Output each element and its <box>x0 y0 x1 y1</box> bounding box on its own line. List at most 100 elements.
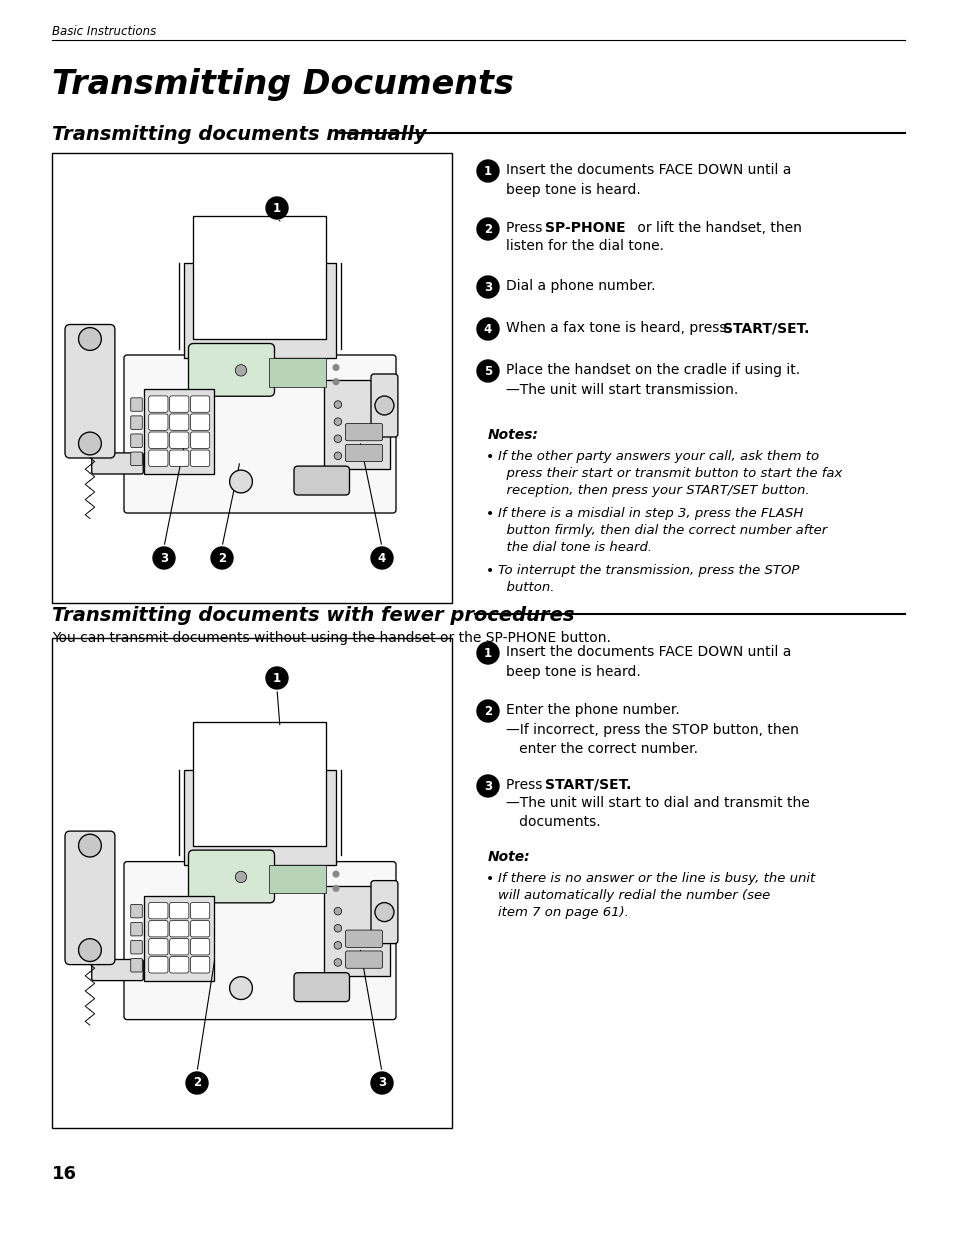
FancyBboxPatch shape <box>191 414 210 430</box>
Circle shape <box>235 364 247 377</box>
Circle shape <box>375 902 394 921</box>
Text: When a fax tone is heard, press: When a fax tone is heard, press <box>505 321 730 336</box>
Circle shape <box>78 433 101 455</box>
FancyBboxPatch shape <box>52 638 452 1127</box>
Circle shape <box>333 364 338 370</box>
FancyBboxPatch shape <box>170 921 189 937</box>
Text: Transmitting documents with fewer procedures: Transmitting documents with fewer proced… <box>52 607 574 625</box>
Circle shape <box>333 885 338 891</box>
Text: SP-PHONE: SP-PHONE <box>544 221 625 235</box>
FancyBboxPatch shape <box>149 957 168 973</box>
Text: If there is a misdial in step 3, press the FLASH
  button firmly, then dial the : If there is a misdial in step 3, press t… <box>497 507 826 554</box>
Text: 5: 5 <box>483 364 492 378</box>
Circle shape <box>78 834 101 856</box>
Text: 4: 4 <box>483 322 492 336</box>
FancyBboxPatch shape <box>184 264 335 358</box>
FancyBboxPatch shape <box>65 324 114 457</box>
Circle shape <box>266 667 288 689</box>
Text: Press: Press <box>505 778 546 792</box>
Text: You can transmit documents without using the handset or the SP-PHONE button.: You can transmit documents without using… <box>52 631 610 645</box>
Text: 2: 2 <box>483 705 492 717</box>
FancyBboxPatch shape <box>131 416 142 429</box>
Text: 1: 1 <box>273 201 281 215</box>
Circle shape <box>476 276 498 298</box>
FancyBboxPatch shape <box>149 397 168 413</box>
Circle shape <box>333 871 338 878</box>
FancyBboxPatch shape <box>131 941 142 953</box>
Text: Insert the documents FACE DOWN until a
beep tone is heard.: Insert the documents FACE DOWN until a b… <box>505 163 791 196</box>
Text: or lift the handset, then: or lift the handset, then <box>633 221 801 235</box>
FancyBboxPatch shape <box>149 921 168 937</box>
Text: Transmitting Documents: Transmitting Documents <box>52 68 514 101</box>
Text: START/SET.: START/SET. <box>722 321 808 336</box>
FancyBboxPatch shape <box>144 896 214 981</box>
Circle shape <box>334 941 341 950</box>
Text: Dial a phone number.: Dial a phone number. <box>505 278 655 293</box>
FancyBboxPatch shape <box>170 433 189 449</box>
FancyBboxPatch shape <box>269 358 326 387</box>
FancyBboxPatch shape <box>189 343 274 397</box>
FancyBboxPatch shape <box>191 902 210 919</box>
FancyBboxPatch shape <box>131 922 142 936</box>
Text: 3: 3 <box>483 281 492 293</box>
Text: Transmitting documents manually: Transmitting documents manually <box>52 126 426 144</box>
Text: 3: 3 <box>377 1076 386 1090</box>
FancyBboxPatch shape <box>131 398 142 411</box>
Circle shape <box>266 196 288 219</box>
Text: Notes:: Notes: <box>488 428 538 443</box>
FancyBboxPatch shape <box>131 452 142 465</box>
Text: Basic Instructions: Basic Instructions <box>52 25 156 39</box>
Circle shape <box>476 774 498 797</box>
Circle shape <box>230 470 253 493</box>
Circle shape <box>476 160 498 181</box>
Text: 3: 3 <box>483 779 492 793</box>
Circle shape <box>334 907 341 915</box>
Circle shape <box>211 547 233 569</box>
Circle shape <box>78 328 101 351</box>
Circle shape <box>152 547 174 569</box>
FancyBboxPatch shape <box>149 433 168 449</box>
FancyBboxPatch shape <box>149 902 168 919</box>
Circle shape <box>78 938 101 962</box>
FancyBboxPatch shape <box>345 444 382 461</box>
Circle shape <box>334 418 341 425</box>
Circle shape <box>333 379 338 384</box>
FancyBboxPatch shape <box>170 450 189 466</box>
Text: 16: 16 <box>52 1165 77 1183</box>
Text: 1: 1 <box>483 164 492 178</box>
Text: 2: 2 <box>483 222 492 235</box>
FancyBboxPatch shape <box>345 951 382 968</box>
FancyBboxPatch shape <box>294 466 349 495</box>
Circle shape <box>476 641 498 664</box>
Text: Place the handset on the cradle if using it.
—The unit will start transmission.: Place the handset on the cradle if using… <box>505 363 800 397</box>
Text: 1: 1 <box>483 646 492 660</box>
Text: 3: 3 <box>160 552 168 564</box>
FancyBboxPatch shape <box>170 414 189 430</box>
FancyBboxPatch shape <box>149 450 168 466</box>
Circle shape <box>334 400 341 409</box>
FancyBboxPatch shape <box>191 938 210 955</box>
Text: —The unit will start to dial and transmit the
   documents.: —The unit will start to dial and transmi… <box>505 796 809 829</box>
Text: 2: 2 <box>193 1076 201 1090</box>
Text: Insert the documents FACE DOWN until a
beep tone is heard.: Insert the documents FACE DOWN until a b… <box>505 645 791 679</box>
FancyBboxPatch shape <box>193 215 326 339</box>
Text: •: • <box>485 507 494 521</box>
FancyBboxPatch shape <box>170 397 189 413</box>
Text: •: • <box>485 873 494 886</box>
FancyBboxPatch shape <box>324 380 390 470</box>
Text: •: • <box>485 564 494 578</box>
FancyBboxPatch shape <box>124 355 395 513</box>
FancyBboxPatch shape <box>144 389 214 474</box>
FancyBboxPatch shape <box>131 958 142 972</box>
Circle shape <box>235 871 247 883</box>
FancyBboxPatch shape <box>191 450 210 466</box>
Circle shape <box>334 435 341 443</box>
FancyBboxPatch shape <box>170 938 189 955</box>
Text: listen for the dial tone.: listen for the dial tone. <box>505 239 663 254</box>
FancyBboxPatch shape <box>149 414 168 430</box>
FancyBboxPatch shape <box>294 973 349 1002</box>
Text: If there is no answer or the line is busy, the unit
will automatically redial th: If there is no answer or the line is bus… <box>497 873 815 919</box>
FancyBboxPatch shape <box>124 861 395 1019</box>
FancyBboxPatch shape <box>170 902 189 919</box>
Circle shape <box>334 958 341 966</box>
